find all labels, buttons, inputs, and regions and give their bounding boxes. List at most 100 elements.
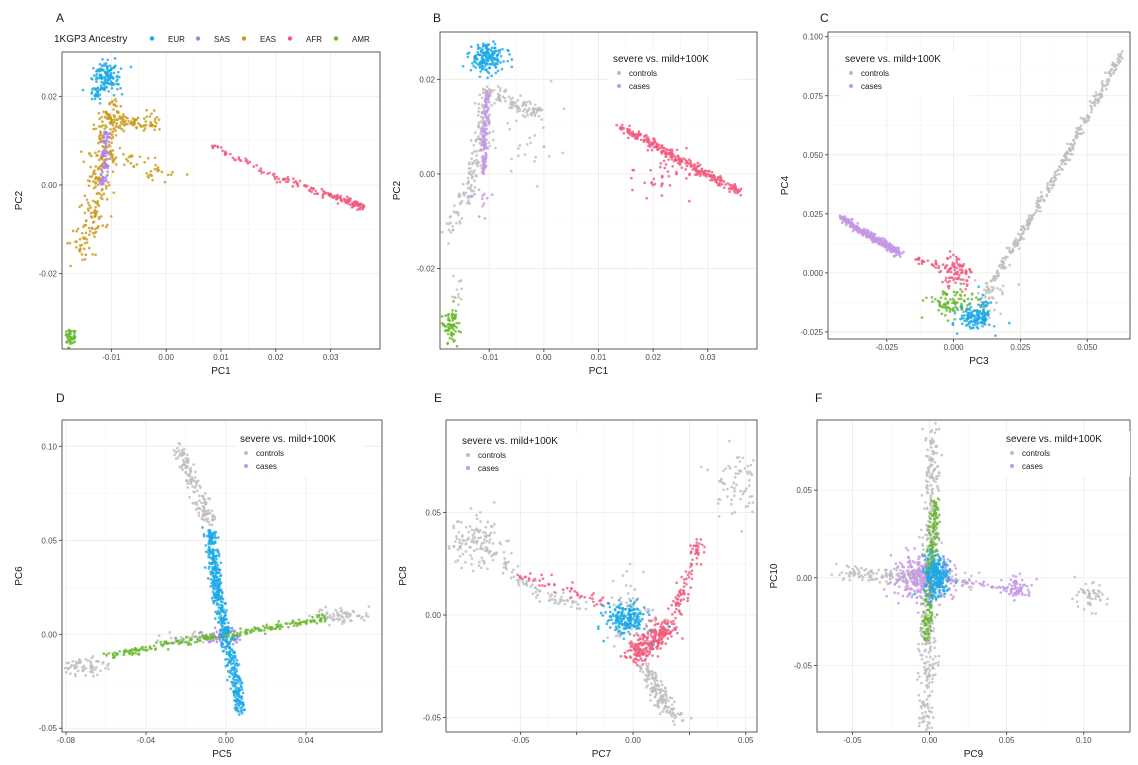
point-eur bbox=[113, 65, 116, 69]
point-controls bbox=[194, 480, 198, 484]
point-controls bbox=[659, 679, 663, 683]
point-controls bbox=[495, 551, 499, 555]
point-controls bbox=[208, 497, 212, 501]
point-eur bbox=[968, 325, 972, 328]
point-controls bbox=[538, 589, 542, 593]
point-controls bbox=[204, 503, 208, 506]
x-tick-label: 0.03 bbox=[323, 353, 339, 362]
point-eas bbox=[100, 193, 104, 197]
point-eas bbox=[100, 157, 104, 161]
point-controls bbox=[195, 635, 199, 639]
point-eas bbox=[153, 156, 157, 160]
point-eur bbox=[486, 76, 489, 80]
point-afr bbox=[266, 172, 269, 176]
point-controls bbox=[487, 541, 491, 544]
point-controls bbox=[477, 102, 481, 106]
point-amr bbox=[73, 331, 76, 335]
point-cases bbox=[485, 196, 489, 200]
point-eur bbox=[469, 45, 473, 49]
point-eas bbox=[125, 157, 128, 161]
point-afr bbox=[658, 165, 662, 169]
point-controls bbox=[194, 508, 198, 511]
point-eas bbox=[105, 116, 108, 120]
point-afr bbox=[638, 638, 642, 641]
point-controls bbox=[460, 542, 464, 545]
point-eas bbox=[107, 143, 111, 147]
point-amr bbox=[952, 290, 956, 294]
point-eur bbox=[227, 621, 230, 625]
point-cases bbox=[891, 245, 894, 249]
point-controls bbox=[1039, 209, 1042, 213]
point-eas bbox=[83, 194, 87, 198]
point-eur bbox=[492, 63, 496, 67]
point-eas bbox=[81, 236, 85, 240]
point-controls bbox=[447, 547, 451, 550]
point-controls bbox=[459, 546, 462, 550]
point-controls bbox=[1109, 69, 1112, 73]
point-eur bbox=[233, 665, 237, 668]
point-controls bbox=[477, 123, 480, 127]
point-controls bbox=[472, 535, 475, 539]
point-controls bbox=[716, 497, 720, 501]
point-eur bbox=[220, 591, 224, 595]
point-controls bbox=[985, 285, 989, 289]
point-eur bbox=[222, 636, 226, 639]
point-cases bbox=[859, 230, 862, 233]
point-controls bbox=[610, 596, 614, 599]
point-afr bbox=[719, 174, 722, 178]
point-amr bbox=[73, 340, 77, 344]
point-afr bbox=[356, 208, 359, 212]
point-controls bbox=[1005, 246, 1009, 250]
point-controls bbox=[746, 472, 750, 476]
point-controls bbox=[1004, 266, 1007, 269]
point-controls bbox=[464, 550, 468, 553]
point-controls bbox=[639, 665, 643, 668]
point-amr bbox=[959, 287, 962, 291]
point-amr bbox=[940, 305, 944, 309]
point-amr bbox=[962, 310, 965, 314]
panel-border-c bbox=[827, 31, 1131, 340]
point-controls bbox=[188, 495, 191, 499]
point-controls bbox=[78, 660, 81, 663]
point-eur bbox=[474, 66, 478, 69]
point-eur bbox=[207, 540, 211, 544]
point-controls bbox=[654, 693, 658, 696]
point-eur bbox=[477, 45, 480, 49]
point-afr bbox=[685, 146, 688, 150]
point-amr bbox=[64, 330, 68, 333]
point-eur bbox=[105, 68, 109, 71]
point-eas bbox=[96, 141, 100, 145]
point-afr bbox=[710, 170, 714, 174]
point-controls bbox=[473, 131, 477, 134]
point-afr bbox=[628, 641, 632, 645]
point-controls bbox=[469, 185, 473, 188]
point-afr bbox=[324, 192, 327, 195]
point-eur bbox=[212, 552, 215, 555]
point-eas bbox=[113, 103, 116, 107]
point-controls bbox=[503, 96, 507, 100]
point-eur bbox=[215, 557, 218, 561]
point-controls bbox=[748, 470, 752, 474]
point-eas bbox=[96, 183, 100, 187]
point-eur bbox=[112, 93, 116, 97]
point-controls bbox=[533, 134, 537, 137]
point-eur bbox=[216, 571, 220, 575]
point-afr bbox=[664, 642, 668, 645]
point-controls bbox=[1086, 116, 1089, 119]
point-controls bbox=[667, 699, 670, 703]
point-controls bbox=[482, 562, 486, 565]
point-eur bbox=[960, 322, 964, 326]
point-controls bbox=[1053, 170, 1057, 174]
point-amr bbox=[185, 635, 188, 639]
point-amr bbox=[944, 297, 947, 301]
point-controls bbox=[654, 687, 658, 691]
point-controls bbox=[467, 195, 470, 199]
point-controls bbox=[673, 723, 676, 726]
point-eas bbox=[98, 130, 102, 134]
point-amr bbox=[184, 640, 188, 644]
point-eas bbox=[115, 122, 119, 126]
point-controls bbox=[101, 660, 105, 664]
point-controls bbox=[1089, 110, 1093, 114]
point-afr bbox=[968, 268, 972, 272]
point-controls bbox=[1016, 239, 1020, 242]
